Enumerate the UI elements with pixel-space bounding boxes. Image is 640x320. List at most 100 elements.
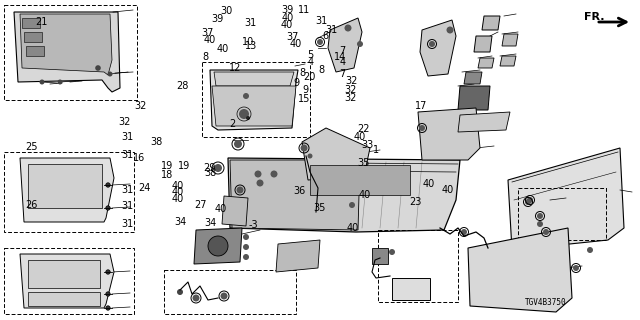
Circle shape — [243, 254, 249, 260]
Text: 2: 2 — [229, 119, 236, 129]
Text: 23: 23 — [410, 196, 422, 207]
Circle shape — [537, 213, 543, 219]
Text: 38: 38 — [205, 168, 217, 179]
Bar — [22, 18, 40, 28]
Text: 17: 17 — [415, 101, 427, 111]
Text: 40: 40 — [172, 194, 184, 204]
Text: 31: 31 — [122, 132, 134, 142]
Polygon shape — [420, 20, 456, 76]
Text: 20: 20 — [303, 72, 316, 82]
Circle shape — [106, 306, 110, 310]
Polygon shape — [212, 86, 296, 126]
Circle shape — [389, 249, 395, 255]
Polygon shape — [230, 160, 360, 230]
Bar — [28, 260, 100, 288]
Circle shape — [349, 202, 355, 208]
Circle shape — [237, 187, 243, 194]
Text: 5: 5 — [307, 50, 314, 60]
Text: 39: 39 — [282, 5, 294, 15]
Polygon shape — [214, 72, 294, 86]
Circle shape — [40, 79, 45, 84]
Bar — [372, 248, 388, 264]
Circle shape — [344, 25, 351, 31]
Bar — [4, 152, 134, 232]
Text: 7: 7 — [339, 46, 346, 56]
Text: 19: 19 — [178, 161, 190, 172]
Text: 37: 37 — [287, 32, 299, 42]
Circle shape — [255, 171, 262, 178]
Text: 9: 9 — [302, 85, 308, 95]
Circle shape — [193, 294, 200, 301]
Text: 19: 19 — [161, 161, 173, 172]
Text: 8: 8 — [319, 65, 325, 75]
Text: 40: 40 — [280, 20, 292, 30]
Text: 26: 26 — [26, 200, 38, 211]
Text: 31: 31 — [244, 18, 257, 28]
Bar — [28, 292, 100, 306]
Polygon shape — [20, 158, 114, 222]
Polygon shape — [500, 56, 516, 66]
Circle shape — [419, 125, 425, 131]
Text: 32: 32 — [118, 116, 131, 127]
Text: FR.: FR. — [584, 12, 604, 22]
Polygon shape — [468, 228, 572, 312]
Text: 4: 4 — [339, 57, 346, 67]
Polygon shape — [464, 72, 482, 84]
Polygon shape — [502, 34, 518, 46]
Text: 31: 31 — [122, 201, 134, 212]
Text: 34: 34 — [174, 217, 186, 228]
Circle shape — [527, 197, 533, 203]
Text: 7: 7 — [339, 69, 346, 79]
Circle shape — [271, 171, 278, 178]
Polygon shape — [194, 228, 242, 264]
Text: 31: 31 — [122, 185, 134, 196]
Polygon shape — [276, 240, 320, 272]
Polygon shape — [458, 86, 490, 110]
Circle shape — [108, 71, 113, 76]
Text: 35: 35 — [314, 203, 326, 213]
Circle shape — [214, 242, 222, 250]
Circle shape — [525, 199, 531, 205]
Bar — [28, 164, 102, 208]
Circle shape — [587, 247, 593, 253]
Text: TGV4B3750: TGV4B3750 — [525, 298, 566, 307]
Text: 30: 30 — [221, 6, 233, 16]
Text: 32: 32 — [134, 100, 147, 111]
Text: 31: 31 — [315, 16, 327, 26]
Text: 40: 40 — [289, 39, 301, 49]
Text: 40: 40 — [358, 190, 371, 200]
Text: 31: 31 — [122, 150, 134, 160]
Text: 18: 18 — [161, 170, 173, 180]
Text: 4: 4 — [307, 57, 314, 67]
Polygon shape — [458, 112, 510, 132]
Text: 40: 40 — [172, 180, 184, 191]
Text: 14: 14 — [334, 52, 346, 62]
Polygon shape — [474, 36, 492, 52]
Circle shape — [357, 41, 363, 47]
Polygon shape — [20, 254, 114, 308]
Text: 40: 40 — [215, 204, 227, 214]
Bar — [378, 230, 458, 302]
Polygon shape — [210, 70, 298, 130]
Text: 31: 31 — [325, 25, 337, 36]
Circle shape — [461, 229, 467, 235]
Bar — [310, 165, 410, 195]
Text: 24: 24 — [138, 183, 150, 193]
Circle shape — [106, 270, 110, 274]
Circle shape — [95, 65, 101, 71]
Circle shape — [177, 289, 183, 295]
Circle shape — [307, 154, 312, 158]
Text: 25: 25 — [26, 142, 38, 152]
Text: 33: 33 — [362, 140, 374, 150]
Text: 40: 40 — [354, 132, 366, 142]
Text: 38: 38 — [150, 137, 163, 148]
Text: 34: 34 — [205, 218, 217, 228]
Text: 6: 6 — [323, 31, 329, 41]
Text: 10: 10 — [242, 36, 254, 47]
Bar — [164, 270, 296, 314]
Text: 36: 36 — [293, 186, 305, 196]
Bar — [202, 62, 310, 137]
Text: 32: 32 — [346, 76, 358, 86]
Bar — [26, 46, 44, 56]
Text: 32: 32 — [344, 92, 356, 103]
